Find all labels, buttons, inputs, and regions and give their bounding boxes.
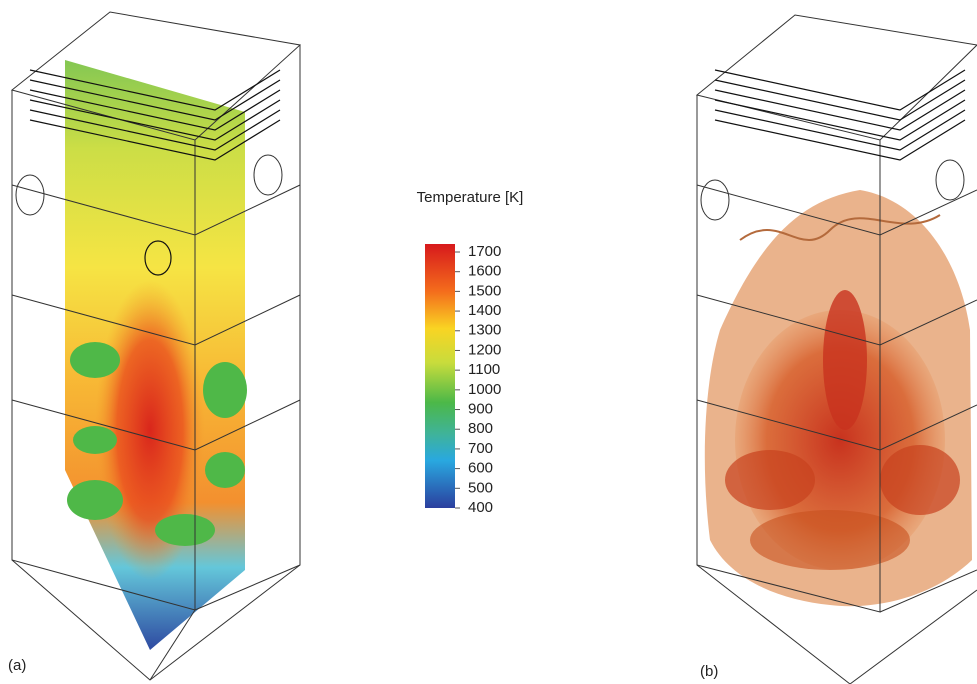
panel-a: (a)	[8, 12, 300, 680]
colorbar-gradient	[425, 244, 455, 508]
tick-label: 1400	[468, 302, 501, 319]
tick-label: 700	[468, 440, 493, 457]
colorbar: Temperature [K] 1700 1600 1500 1400 1300 1200…	[417, 189, 524, 516]
tick-label: 1100	[468, 361, 500, 378]
tick-label: 1600	[468, 263, 501, 280]
panel-label: (a)	[8, 657, 26, 674]
tick-label: 1300	[468, 322, 501, 339]
tick-label: 1200	[468, 341, 501, 358]
panel-label: (b)	[700, 663, 718, 680]
colorbar-title: Temperature [K]	[417, 189, 524, 206]
figure: (a) Temperature [K] 1700 1600 1500 1400 1300…	[0, 0, 977, 684]
tick-label: 800	[468, 420, 493, 437]
tick-label: 500	[468, 479, 493, 496]
tick-label: 600	[468, 460, 493, 477]
panel-b: (b)	[697, 15, 977, 684]
tick-label: 400	[468, 499, 493, 516]
tick-label: 900	[468, 401, 493, 418]
tick-label: 1700	[468, 243, 501, 260]
tick-label: 1500	[468, 282, 501, 299]
tick-label: 1000	[468, 381, 501, 398]
